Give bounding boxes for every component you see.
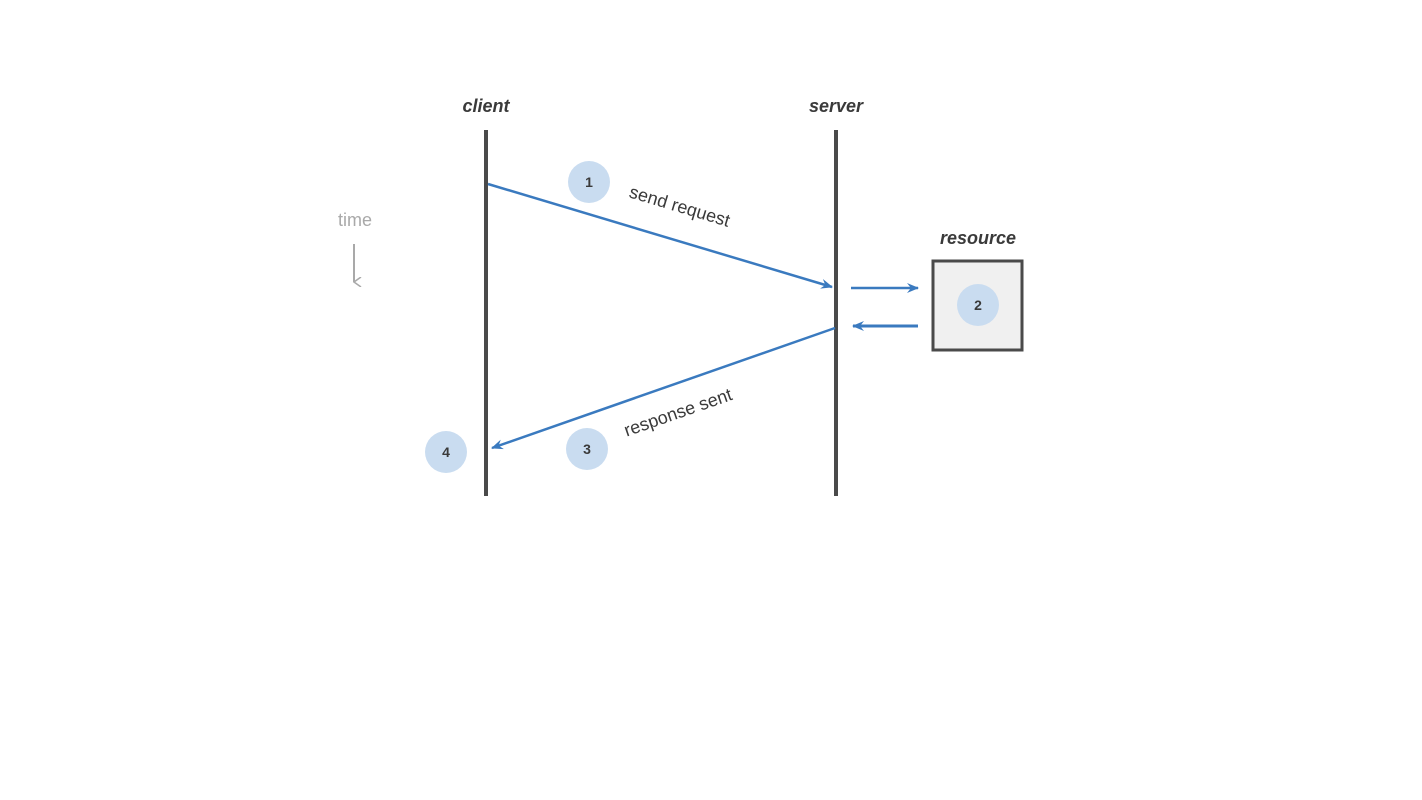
client-label: client [462,96,510,116]
server-label: server [809,96,864,116]
step-1-badge [568,161,610,203]
step-3-number: 3 [583,441,591,457]
resource-label: resource [940,228,1016,248]
step-2-badge [957,284,999,326]
step-4-badge [425,431,467,473]
request-label: send request [627,182,732,231]
response-label: response sent [621,384,734,440]
step-3-badge [566,428,608,470]
time-label: time [338,210,372,230]
response-arrow [491,326,836,450]
request-arrow [487,182,833,289]
step-4-number: 4 [442,444,450,460]
step-1-number: 1 [585,174,593,190]
step-2-number: 2 [974,297,982,313]
